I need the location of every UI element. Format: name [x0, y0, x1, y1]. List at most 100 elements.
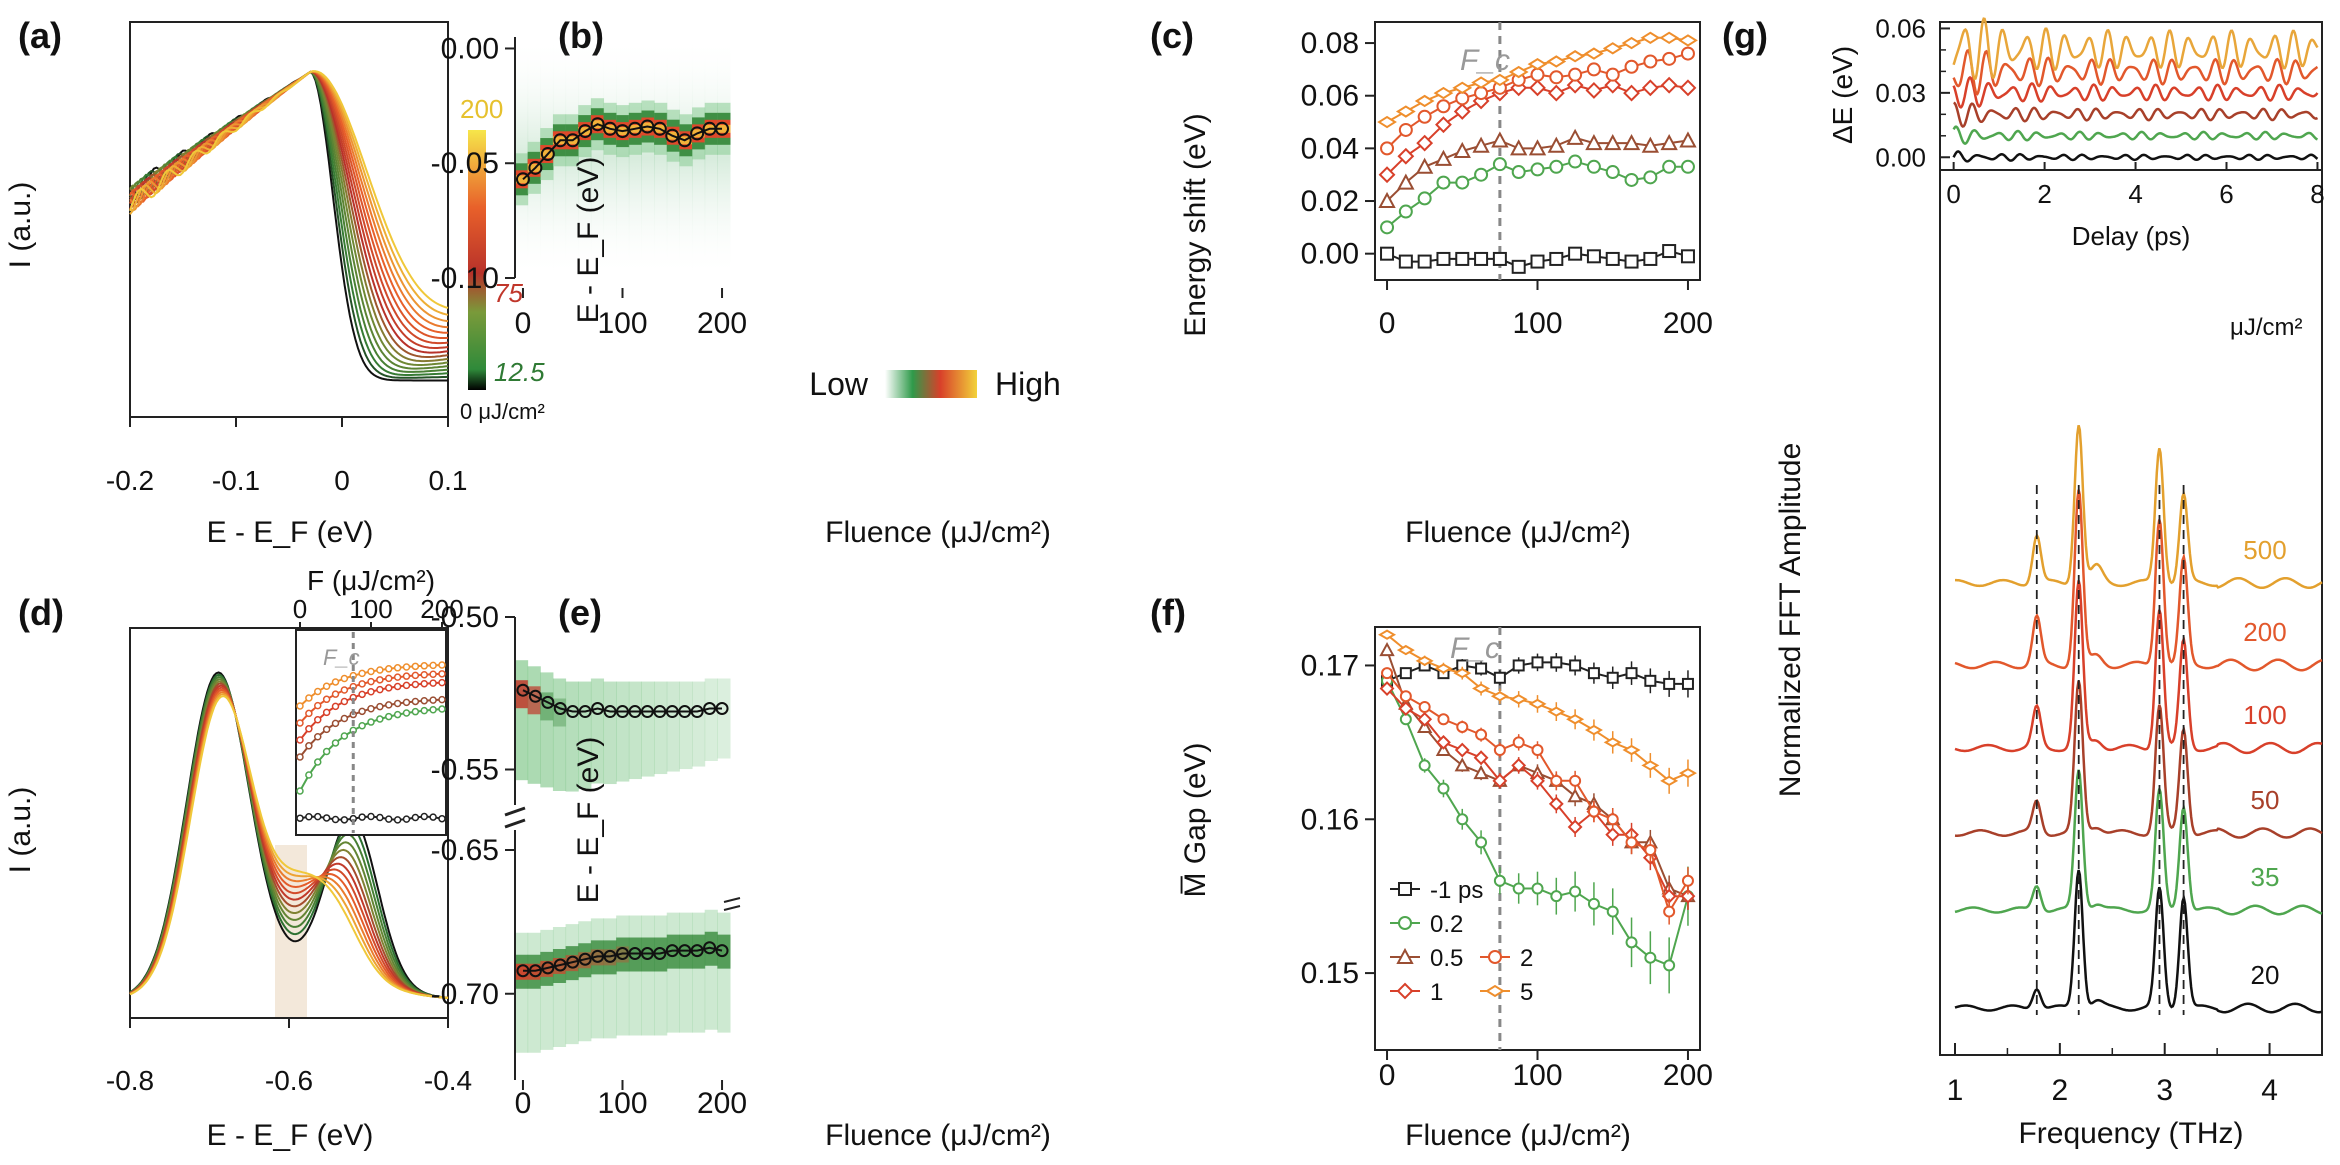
inset-marker [429, 679, 437, 687]
band-marker [541, 961, 555, 975]
spectrum-line [129, 70, 449, 329]
marker-diamond-h [1377, 115, 1397, 129]
inset-marker [385, 665, 393, 673]
heat-lower-cell [616, 915, 630, 1036]
marker-hexagon [1606, 813, 1619, 826]
marker-diamond-h [1527, 57, 1548, 71]
marker-diamond-h [1414, 94, 1435, 108]
marker-triangle [1566, 128, 1584, 145]
marker-circle [1437, 782, 1450, 795]
spectrum-line [129, 70, 449, 339]
heat-lower-cell [527, 932, 541, 1053]
series-line [1386, 687, 1688, 898]
spectrum-line [129, 70, 449, 323]
inset-marker [429, 705, 437, 714]
x-tick-label: 0 [334, 465, 350, 496]
heat-upper-cell [603, 681, 617, 785]
inset-marker [385, 684, 393, 692]
inset-marker [393, 816, 402, 824]
inset-marker [385, 712, 393, 721]
marker-circle [1456, 813, 1469, 826]
x-tick-label: 0 [1946, 179, 1960, 209]
x-tick-label: 200 [1663, 1059, 1713, 1092]
panel-d-inset-frame [295, 629, 447, 836]
fft-trace-label: 20 [2251, 960, 2280, 990]
inset-marker [296, 719, 304, 727]
x-tick-label: 200 [697, 1087, 747, 1120]
band-marker [516, 683, 530, 697]
inset-marker [438, 661, 446, 669]
marker-circle [1663, 959, 1676, 972]
inset-marker [385, 815, 393, 823]
inset-marker [331, 678, 340, 686]
marker-diamond [1567, 819, 1583, 835]
inset-marker [367, 687, 375, 696]
band-marker [528, 689, 542, 703]
inset-marker [331, 739, 340, 747]
inset-marker [411, 707, 420, 716]
marker-diamond [1548, 796, 1564, 812]
marker-circle [1492, 157, 1507, 172]
marker-diamond [1454, 742, 1470, 758]
fft-spectrum [1954, 580, 2323, 755]
x-tick-label: 100 [597, 1087, 647, 1120]
panel-e-axes: -0.50 -0.55 -0.65 -0.70 0 100 200 [431, 601, 747, 1120]
panel-e-label: (e) [558, 592, 602, 633]
marker-square [1492, 251, 1507, 266]
heat-column-bg [654, 37, 668, 278]
marker-hexagon [1587, 805, 1600, 818]
marker-circle [1436, 175, 1451, 190]
inset-marker [331, 815, 340, 824]
band-marker [628, 705, 642, 719]
axis-break-mark [504, 806, 526, 829]
axis-break-mark-right [723, 897, 741, 911]
inset-marker [402, 815, 411, 823]
marker-diamond-h [1584, 724, 1603, 736]
marker-triangle [1453, 141, 1471, 158]
panel-f-legend: -1 ps 0.2 0.5 1 2 5 [1390, 877, 1533, 1006]
marker-diamond-h [1395, 105, 1416, 118]
heat-lower-cell [704, 909, 718, 1030]
panel-d-inset-xlabel: F (μJ/cm²) [307, 565, 435, 596]
inset-marker [420, 696, 428, 705]
heat-upper-cell [628, 681, 642, 780]
marker-hexagon [1569, 774, 1582, 787]
band-marker [690, 705, 704, 719]
marker-circle [1680, 159, 1695, 174]
y-tick-label: -0.70 [431, 978, 499, 1011]
marker-hexagon [1624, 59, 1639, 74]
inset-marker [376, 715, 384, 723]
panel-g-xlabel: Frequency (THz) [2018, 1117, 2243, 1150]
marker-circle [1606, 905, 1619, 918]
marker-hexagon [1512, 736, 1525, 749]
inset-marker [314, 758, 322, 766]
panel-f-series [1378, 629, 1697, 994]
peak-marker [715, 121, 730, 136]
marker-hexagon [1475, 728, 1488, 741]
marker-diamond-h [1641, 760, 1660, 771]
marker-circle [1549, 159, 1564, 174]
inset-marker [367, 718, 375, 726]
marker-diamond [1585, 82, 1603, 99]
panel-f-axes: 0.15 0.16 0.17 0 100 200 [1301, 626, 1713, 1092]
heat-lower-cell [515, 932, 529, 1053]
marker-triangle [1585, 133, 1603, 151]
delay-trace [1952, 75, 2319, 109]
marker-circle [1398, 916, 1412, 930]
spectrum-line [129, 70, 449, 370]
heat-upper-cell [527, 666, 541, 784]
inset-marker [367, 704, 375, 713]
marker-diamond-h [1640, 31, 1661, 44]
panel-f-label: (f) [1150, 592, 1186, 633]
legend-entry: 1 [1430, 979, 1443, 1006]
inset-marker [376, 666, 384, 674]
band-marker [603, 705, 617, 719]
panel-c-axes: 0.00 0.02 0.04 0.06 0.08 0 100 200 [1301, 21, 1713, 340]
marker-diamond-h [1566, 714, 1585, 725]
marker-circle [1643, 170, 1658, 185]
marker-square [1586, 249, 1601, 264]
legend-entry: 0.5 [1430, 945, 1463, 972]
x-tick-label: 8 [2310, 179, 2324, 209]
inset-marker [314, 687, 322, 696]
